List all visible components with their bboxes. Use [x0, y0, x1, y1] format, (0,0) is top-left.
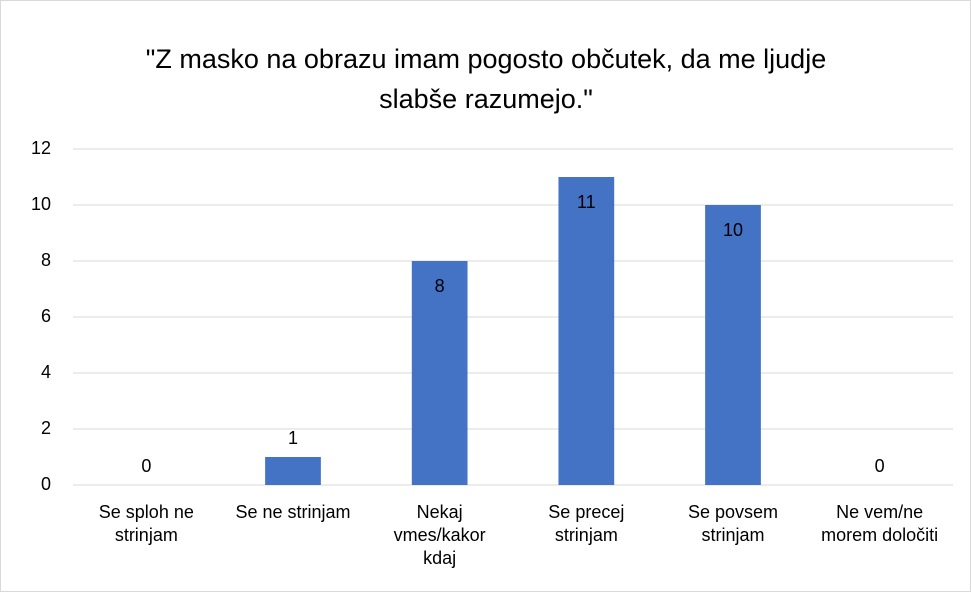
data-label: 10	[723, 220, 743, 240]
bar	[265, 457, 321, 485]
x-tick-label: Ne vem/ne morem določiti	[821, 502, 939, 545]
x-tick-label: Se sploh ne strinjam	[98, 502, 194, 545]
data-label: 0	[875, 456, 885, 476]
x-tick-label: Se ne strinjam	[235, 502, 351, 522]
y-tick-label: 4	[41, 362, 51, 382]
bar	[705, 205, 761, 485]
chart-title: "Z masko na obrazu imam pogosto občutek,…	[145, 44, 827, 114]
y-tick-label: 2	[41, 418, 51, 438]
data-label: 1	[288, 428, 298, 448]
y-tick-label: 12	[31, 138, 51, 158]
y-tick-label: 6	[41, 306, 51, 326]
bar	[558, 177, 615, 485]
x-tick-label: Nekaj vmes/kakor kdaj	[393, 502, 486, 568]
bar	[411, 261, 468, 485]
y-tick-label: 8	[41, 250, 51, 270]
y-tick-label: 0	[41, 474, 51, 494]
y-tick-label: 10	[31, 194, 51, 214]
x-tick-label: Se povsem strinjam	[687, 502, 778, 545]
data-label: 0	[141, 456, 151, 476]
x-tick-label: Se precej strinjam	[548, 502, 625, 545]
data-label: 11	[577, 192, 596, 212]
data-label: 8	[435, 276, 445, 296]
